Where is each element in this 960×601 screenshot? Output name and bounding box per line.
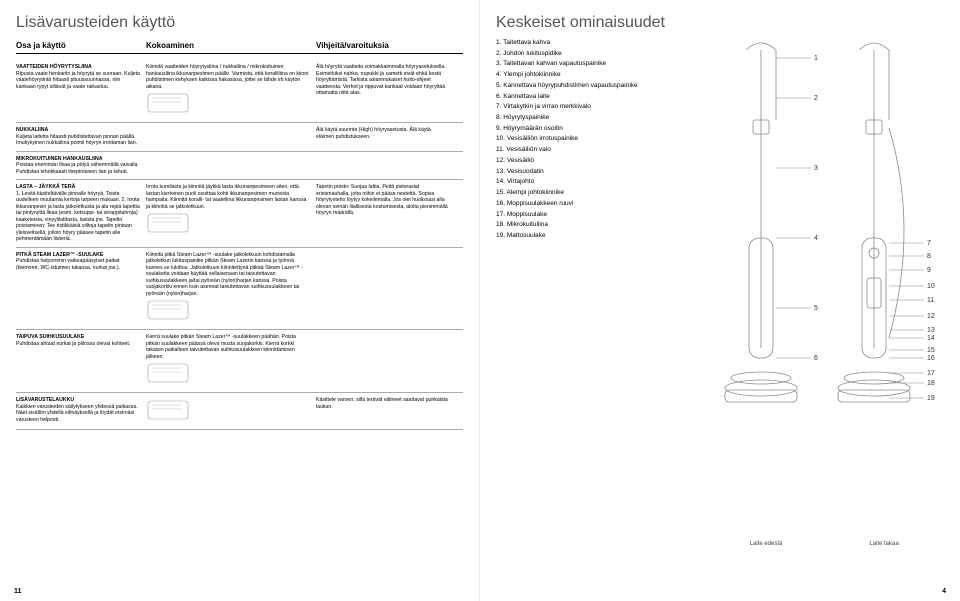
callout-number: 3	[814, 165, 818, 172]
row-body-3	[316, 156, 456, 176]
callout-number: 16	[927, 355, 935, 362]
feature-item: 1. Taitettava kahva	[496, 38, 696, 49]
callout-number: 7	[927, 240, 931, 247]
callout-number: 19	[927, 395, 935, 402]
row-body-2: Kiinnitä pitkä Steam Lazer™ -suulake jat…	[146, 252, 316, 326]
callout-number: 8	[927, 253, 931, 260]
feature-item: 6. Kannettava laite	[496, 92, 696, 103]
row-body-2	[146, 127, 316, 147]
row-body-1: Kuljeta laitetta hitaasti puhdistettavan…	[16, 134, 140, 147]
illustration-icon	[146, 210, 206, 238]
callout-number: 4	[814, 235, 818, 242]
row-body-3: Käsittele varoen, sillä terävät välineet…	[316, 397, 456, 425]
section-row: MIKROKUITUINEN HANKAUSLIINAPoistaa enemm…	[16, 152, 463, 181]
illustration-icon	[146, 397, 206, 425]
illustration-icon	[146, 297, 206, 325]
illustration-icon	[146, 90, 206, 118]
feature-item: 16. Moppisuulakkeen ruuvi	[496, 199, 696, 210]
section-row: LASTA – JÄYKKÄ TERÄ1. Levitä käsiteltävä…	[16, 180, 463, 248]
device-front-label: Laite edestä	[750, 541, 783, 547]
callout-number: 9	[927, 267, 931, 274]
section-row: TAIPUVA SUIHKUSUULAKEPuhdistaa ahtaat nu…	[16, 330, 463, 393]
feature-item: 8. Höyrytyspainike	[496, 113, 696, 124]
illustration-icon	[146, 360, 206, 388]
callout-number: 17	[927, 370, 935, 377]
callout-number: 2	[814, 95, 818, 102]
page-number-left: 11	[14, 588, 21, 595]
feature-item: 10. Vesisäiliön irrotuspainike	[496, 134, 696, 145]
row-body-1: Puhdistaa ahtaat nurkat ja piilossa olev…	[16, 341, 140, 348]
col-header-3: Vihjeitä/varoituksia	[316, 38, 456, 53]
row-body-1: Kaikkien varusteiden säilytykseen yhdess…	[16, 404, 140, 424]
device-back-col: 78910111213141516171819 Laite takaa	[829, 38, 939, 547]
row-body-2	[146, 397, 316, 425]
row-body-3	[316, 252, 456, 326]
row-body-3	[316, 334, 456, 388]
row-body-2: Irrota kumilasta ja kiinnitä jäykkä last…	[146, 184, 316, 243]
callout-number: 14	[927, 335, 935, 342]
col-header-1: Osa ja käyttö	[16, 38, 146, 53]
callout-number: 6	[814, 355, 818, 362]
left-title: Lisävarusteiden käyttö	[16, 14, 463, 32]
section-row: NUKKALIINAKuljeta laitetta hitaasti puhd…	[16, 123, 463, 152]
column-headers: Osa ja käyttö Kokoaminen Vihjeitä/varoit…	[16, 38, 463, 54]
callout-number: 13	[927, 327, 935, 334]
callout-number: 12	[927, 313, 935, 320]
feature-item: 18. Mikrokuituliina	[496, 220, 696, 231]
section-row: LISÄVARUSTELAUKKUKaikkien varusteiden sä…	[16, 393, 463, 430]
callout-number: 15	[927, 347, 935, 354]
right-title: Keskeiset ominaisuudet	[496, 14, 944, 32]
callout-number: 18	[927, 380, 935, 387]
left-rows: VAATTEIDEN HÖYRYTYSLIINARipusta vaate he…	[16, 60, 463, 430]
row-body-1: Puhdistaa helpommin vaikeapääsyiset paik…	[16, 258, 140, 271]
section-row: PITKÄ STEAM LAZER™ -SUULAKEPuhdistaa hel…	[16, 248, 463, 331]
feature-item: 7. Virtakytkin ja virran merkkivalo	[496, 102, 696, 113]
device-back-diagram: 78910111213141516171819	[829, 38, 939, 538]
row-body-1: Ripusta vaate henkariin ja höyrytä se su…	[16, 71, 140, 91]
callout-number: 10	[927, 283, 935, 290]
row-body-3: Tapetin poisto: Suojaa lattia. Peitä pis…	[316, 184, 456, 243]
page-number-right: 4	[942, 588, 946, 595]
feature-list: 1. Taitettava kahva2. Johdon lukituspidi…	[496, 38, 696, 547]
feature-item: 19. Mattosuulake	[496, 231, 696, 242]
row-body-1: Poistaa enemmän likaa ja pölyä vähemmäll…	[16, 162, 140, 175]
left-page: Lisävarusteiden käyttö Osa ja käyttö Kok…	[0, 0, 480, 601]
device-front-diagram: 1 2 3 4 5 6	[711, 38, 821, 538]
right-page: Keskeiset ominaisuudet 1. Taitettava kah…	[480, 0, 960, 601]
row-body-3: Älä höyrytä vaatteita voimakkaimmalla hö…	[316, 64, 456, 118]
right-body: 1. Taitettava kahva2. Johdon lukituspidi…	[496, 38, 944, 547]
diagram-area: 123456 Laite edestä	[706, 38, 944, 547]
callout-number: 5	[814, 305, 818, 312]
feature-item: 12. Vesisäiliö	[496, 156, 696, 167]
row-body-2: Kiinnitä vaatteiden höyrytysliina / nukk…	[146, 64, 316, 118]
feature-item: 9. Höyrymäärän osoitin	[496, 124, 696, 135]
row-body-3: Älä käytä suurinta (High) höyryasetusta.…	[316, 127, 456, 147]
feature-item: 11. Vesisäiliön valo	[496, 145, 696, 156]
col-header-2: Kokoaminen	[146, 38, 316, 53]
device-front-col: 1 2 3 4 5 6 Laite edestä	[711, 38, 821, 547]
row-body-1: 1. Levitä käsiteltävälle pinnalle höyryä…	[16, 191, 140, 243]
feature-item: 15. Alempi johtokiinnike	[496, 188, 696, 199]
feature-item: 5. Kannettava höyrypuhdistimen vapautusp…	[496, 81, 696, 92]
feature-item: 4. Ylempi johtokiinnike	[496, 70, 696, 81]
feature-item: 3. Taitettavan kahvan vapautuspainike	[496, 59, 696, 70]
feature-item: 17. Moppisuulake	[496, 210, 696, 221]
callout-number: 11	[927, 297, 934, 304]
feature-item: 14. Virtajohto	[496, 177, 696, 188]
feature-item: 13. Vesisuodatin	[496, 167, 696, 178]
feature-item: 2. Johdon lukituspidike	[496, 49, 696, 60]
callout-number: 1	[814, 55, 818, 62]
device-back-label: Laite takaa	[869, 541, 898, 547]
section-row: VAATTEIDEN HÖYRYTYSLIINARipusta vaate he…	[16, 60, 463, 123]
row-body-2: Kierrä suulake pitkän Steam Lazer™ -suul…	[146, 334, 316, 388]
row-body-2	[146, 156, 316, 176]
